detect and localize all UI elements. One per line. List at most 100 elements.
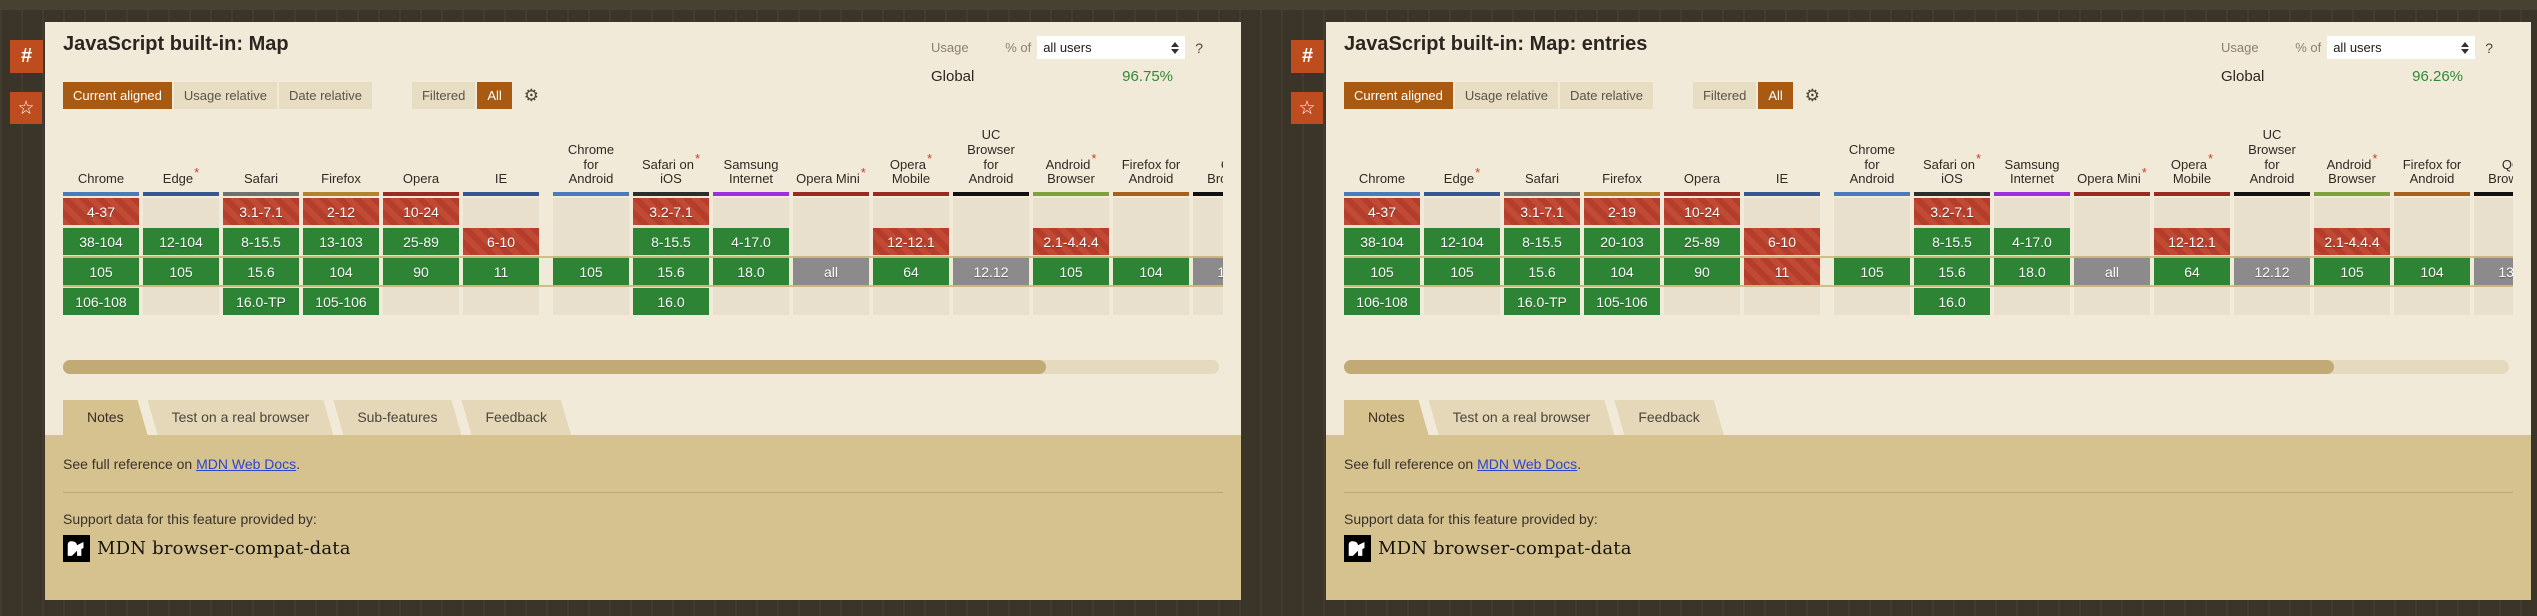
- date-relative-button[interactable]: Date relative: [279, 82, 372, 109]
- support-cell[interactable]: 8-15.5: [633, 228, 709, 255]
- usage-relative-button[interactable]: Usage relative: [173, 82, 277, 109]
- tab-notes[interactable]: Notes: [1344, 400, 1429, 435]
- support-cell[interactable]: 38-104: [63, 228, 139, 255]
- mdn-bcd-link[interactable]: MDN browser-compat-data: [63, 535, 1223, 562]
- support-cell[interactable]: all: [793, 258, 869, 285]
- support-cell[interactable]: 12-12.1: [873, 228, 949, 255]
- favorite-star-icon[interactable]: ☆: [1291, 92, 1323, 124]
- help-icon[interactable]: ?: [1195, 39, 1203, 56]
- usage-select[interactable]: all users: [2327, 36, 2476, 59]
- support-cell[interactable]: 2-19: [1584, 198, 1660, 225]
- support-cell[interactable]: 4-37: [1344, 198, 1420, 225]
- tab-sub-features[interactable]: Sub-features: [333, 400, 461, 435]
- support-cell[interactable]: 18.0: [1994, 258, 2070, 285]
- support-cell[interactable]: 4-17.0: [1994, 228, 2070, 255]
- all-button[interactable]: All: [477, 82, 512, 109]
- permalink-hash-button[interactable]: #: [1291, 40, 1324, 73]
- support-cell[interactable]: 16.0-TP: [1504, 288, 1580, 315]
- support-cell[interactable]: 12-104: [143, 228, 219, 255]
- support-cell[interactable]: 13-103: [303, 228, 379, 255]
- filtered-button[interactable]: Filtered: [411, 82, 476, 109]
- support-cell[interactable]: 105: [1344, 258, 1420, 285]
- mdn-bcd-link[interactable]: MDN browser-compat-data: [1344, 535, 2513, 562]
- support-cell[interactable]: 10-24: [1664, 198, 1740, 225]
- support-cell[interactable]: 13.1: [2474, 258, 2513, 285]
- support-cell[interactable]: 10-24: [383, 198, 459, 225]
- mdn-web-docs-link[interactable]: MDN Web Docs: [1477, 456, 1578, 472]
- support-cell[interactable]: 2-12: [303, 198, 379, 225]
- support-cell[interactable]: 105: [553, 258, 629, 285]
- support-cell[interactable]: 105: [143, 258, 219, 285]
- support-cell[interactable]: 105-106: [1584, 288, 1660, 315]
- all-button[interactable]: All: [1758, 82, 1793, 109]
- support-cell[interactable]: 105-106: [303, 288, 379, 315]
- support-cell[interactable]: 18.0: [713, 258, 789, 285]
- support-cell[interactable]: 16.0: [1914, 288, 1990, 315]
- support-cell[interactable]: 64: [873, 258, 949, 285]
- support-cell[interactable]: 12.12: [953, 258, 1029, 285]
- support-cell[interactable]: 15.6: [633, 258, 709, 285]
- mdn-web-docs-link[interactable]: MDN Web Docs: [196, 456, 297, 472]
- support-cell[interactable]: 15.6: [1914, 258, 1990, 285]
- date-relative-button[interactable]: Date relative: [1560, 82, 1653, 109]
- support-cell[interactable]: 25-89: [1664, 228, 1740, 255]
- support-cell[interactable]: 104: [1584, 258, 1660, 285]
- horizontal-scrollbar-thumb[interactable]: [63, 360, 1046, 374]
- support-cell[interactable]: 90: [1664, 258, 1740, 285]
- support-cell[interactable]: 64: [2154, 258, 2230, 285]
- tab-feedback[interactable]: Feedback: [1614, 400, 1723, 435]
- support-cell[interactable]: 12.12: [2234, 258, 2310, 285]
- horizontal-scrollbar-track[interactable]: [63, 360, 1219, 374]
- support-cell[interactable]: 15.6: [1504, 258, 1580, 285]
- favorite-star-icon[interactable]: ☆: [10, 92, 42, 124]
- support-cell[interactable]: 106-108: [1344, 288, 1420, 315]
- support-cell[interactable]: 8-15.5: [1504, 228, 1580, 255]
- support-cell[interactable]: 3.2-7.1: [1914, 198, 1990, 225]
- support-cell[interactable]: 13.1: [1193, 258, 1223, 285]
- support-cell[interactable]: all: [2074, 258, 2150, 285]
- support-cell[interactable]: 20-103: [1584, 228, 1660, 255]
- support-cell[interactable]: 105: [1834, 258, 1910, 285]
- support-cell[interactable]: 90: [383, 258, 459, 285]
- tab-test-on-a-real-browser[interactable]: Test on a real browser: [148, 400, 334, 435]
- support-cell[interactable]: 105: [63, 258, 139, 285]
- support-cell[interactable]: 6-10: [463, 228, 539, 255]
- filtered-button[interactable]: Filtered: [1692, 82, 1757, 109]
- tab-test-on-a-real-browser[interactable]: Test on a real browser: [1429, 400, 1615, 435]
- support-cell[interactable]: 104: [1113, 258, 1189, 285]
- support-cell[interactable]: 2.1-4.4.4: [1033, 228, 1109, 255]
- support-cell[interactable]: 15.6: [223, 258, 299, 285]
- support-cell[interactable]: 2.1-4.4.4: [2314, 228, 2390, 255]
- support-cell[interactable]: 16.0-TP: [223, 288, 299, 315]
- support-cell[interactable]: 105: [2314, 258, 2390, 285]
- support-cell[interactable]: 25-89: [383, 228, 459, 255]
- support-cell[interactable]: 4-37: [63, 198, 139, 225]
- support-cell[interactable]: 16.0: [633, 288, 709, 315]
- support-cell[interactable]: 11: [1744, 258, 1820, 285]
- support-cell[interactable]: 3.2-7.1: [633, 198, 709, 225]
- support-cell[interactable]: 6-10: [1744, 228, 1820, 255]
- support-cell[interactable]: 11: [463, 258, 539, 285]
- current-aligned-button[interactable]: Current aligned: [1344, 82, 1453, 109]
- current-aligned-button[interactable]: Current aligned: [63, 82, 172, 109]
- gear-icon[interactable]: ⚙: [523, 85, 540, 105]
- support-cell[interactable]: 105: [1424, 258, 1500, 285]
- support-cell[interactable]: 12-12.1: [2154, 228, 2230, 255]
- permalink-hash-button[interactable]: #: [10, 40, 43, 73]
- support-cell[interactable]: 3.1-7.1: [1504, 198, 1580, 225]
- support-cell[interactable]: 106-108: [63, 288, 139, 315]
- support-cell[interactable]: 3.1-7.1: [223, 198, 299, 225]
- support-cell[interactable]: 104: [2394, 258, 2470, 285]
- support-cell[interactable]: 38-104: [1344, 228, 1420, 255]
- support-cell[interactable]: 8-15.5: [1914, 228, 1990, 255]
- tab-notes[interactable]: Notes: [63, 400, 148, 435]
- horizontal-scrollbar-track[interactable]: [1344, 360, 2509, 374]
- usage-relative-button[interactable]: Usage relative: [1454, 82, 1558, 109]
- tab-feedback[interactable]: Feedback: [461, 400, 570, 435]
- gear-icon[interactable]: ⚙: [1804, 85, 1821, 105]
- horizontal-scrollbar-thumb[interactable]: [1344, 360, 2335, 374]
- usage-select[interactable]: all users: [1037, 36, 1186, 59]
- support-cell[interactable]: 4-17.0: [713, 228, 789, 255]
- support-cell[interactable]: 12-104: [1424, 228, 1500, 255]
- support-cell[interactable]: 104: [303, 258, 379, 285]
